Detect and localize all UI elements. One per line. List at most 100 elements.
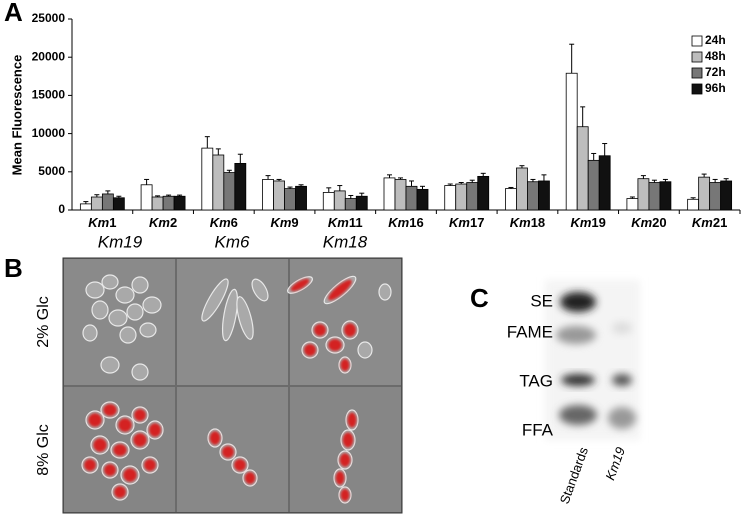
lipid-stain — [314, 324, 326, 336]
x-tick-label: Km9 — [270, 215, 298, 230]
bar — [394, 179, 407, 211]
panel-label: A — [4, 0, 23, 27]
bar — [466, 182, 479, 211]
column-header: Km19 — [98, 232, 143, 251]
bar — [344, 198, 357, 211]
y-tick-label: 15000 — [32, 88, 66, 102]
bar — [576, 126, 589, 211]
row-header: 2% Glc — [35, 296, 52, 348]
lipid-stain — [328, 339, 342, 351]
bar — [687, 198, 700, 211]
column-header: Km6 — [215, 232, 251, 251]
cell — [201, 278, 229, 322]
bar — [477, 175, 490, 211]
bar — [79, 203, 92, 211]
micrograph-grid — [62, 257, 403, 514]
cell — [236, 296, 254, 340]
lipid-stain — [93, 438, 107, 452]
bar — [212, 154, 225, 211]
bar — [527, 181, 539, 211]
lipid-stain — [114, 486, 126, 498]
bar — [322, 192, 335, 211]
bar — [455, 183, 468, 211]
lipid-stain — [222, 446, 234, 458]
band-label: FAME — [507, 322, 553, 341]
cell — [139, 322, 157, 338]
lipid-stain — [113, 444, 127, 456]
lane-label: Standards — [557, 445, 592, 506]
bar — [444, 185, 457, 211]
x-tick-label: Km19 — [570, 215, 605, 230]
y-axis-label: Mean Fluorescence — [9, 55, 24, 176]
lipid-stain — [290, 278, 310, 292]
lipid-stain — [149, 423, 161, 437]
band-label: TAG — [519, 371, 553, 390]
legend-label: 72h — [705, 65, 726, 79]
bar — [405, 185, 418, 211]
cell — [101, 274, 119, 290]
bar — [709, 182, 722, 211]
bar — [295, 185, 307, 211]
bar — [333, 190, 346, 211]
bar — [355, 195, 368, 211]
lipid-stain — [234, 459, 246, 471]
bar — [587, 159, 600, 211]
bar — [173, 195, 186, 211]
bar — [698, 176, 711, 211]
bar — [598, 155, 611, 211]
x-tick-label: Km11 — [328, 215, 363, 230]
y-tick-label: 25000 — [32, 11, 66, 25]
lipid-stain — [347, 412, 357, 428]
bar — [90, 196, 103, 211]
legend-swatch — [691, 83, 703, 95]
cell — [82, 324, 98, 342]
lipid-stain — [104, 464, 116, 476]
band-label: SE — [530, 291, 553, 310]
cell — [115, 286, 135, 304]
cell — [108, 309, 128, 327]
bar — [637, 178, 650, 211]
lipid-stain — [244, 472, 256, 484]
bar — [720, 180, 733, 211]
bar — [273, 180, 285, 211]
bar — [416, 188, 429, 211]
bar — [383, 177, 396, 211]
cell — [221, 288, 239, 342]
x-tick-label: Km16 — [388, 215, 423, 230]
panel-label: B — [4, 253, 23, 283]
bar — [565, 72, 578, 211]
bar — [140, 184, 153, 211]
y-tick-label: 5000 — [38, 164, 65, 178]
bar — [659, 181, 672, 211]
cell — [357, 341, 373, 359]
bar — [234, 162, 247, 211]
cell — [126, 303, 144, 321]
lipid-stain — [118, 418, 132, 432]
cell — [91, 300, 109, 320]
panel-label: C — [470, 283, 489, 313]
bar — [112, 197, 125, 211]
y-tick-label: 10000 — [32, 126, 66, 140]
lipid-stain — [342, 432, 354, 448]
bar — [505, 188, 517, 211]
legend-label: 24h — [705, 33, 726, 47]
cell — [131, 276, 149, 294]
lipid-stain — [144, 459, 156, 471]
x-tick-label: Km20 — [631, 215, 666, 230]
bar — [262, 179, 274, 211]
legend-swatch — [691, 35, 703, 47]
lipid-stain — [209, 431, 221, 445]
lipid-stain — [304, 344, 316, 356]
bar — [223, 172, 236, 211]
cell — [378, 283, 392, 301]
bar — [538, 180, 550, 211]
band-label: FFA — [522, 420, 554, 439]
cell — [119, 326, 137, 344]
tlc-plate — [545, 280, 640, 440]
x-tick-label: Km6 — [210, 215, 238, 230]
lipid-stain — [133, 433, 147, 447]
lipid-stain — [123, 468, 137, 482]
bar — [626, 198, 639, 211]
x-tick-label: Km18 — [510, 215, 545, 230]
